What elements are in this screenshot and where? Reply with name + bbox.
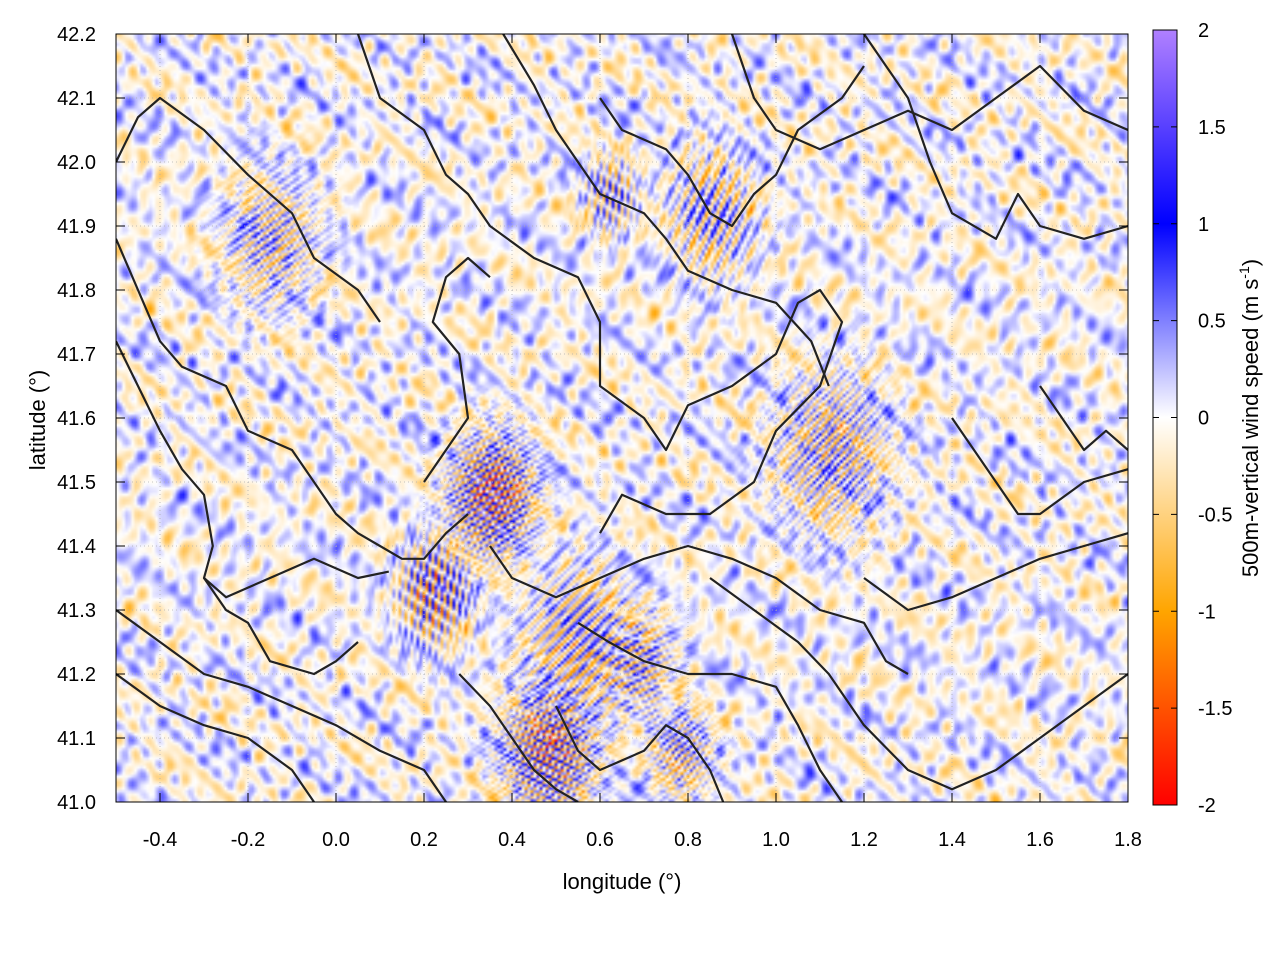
colorbar-tick-label: -1 — [1198, 601, 1216, 623]
colorbar-tick-label: 1.5 — [1198, 117, 1226, 139]
colorbar-ticks: 2 1.5 1 0.5 0 -0.5 -1 -1.5 -2 — [1153, 20, 1232, 817]
contour-line — [458, 673, 579, 802]
y-tick-label: 41.8 — [57, 280, 96, 302]
x-tick-label: 1.4 — [938, 829, 966, 851]
y-tick-label: 41.7 — [57, 344, 96, 366]
contour-line — [116, 609, 447, 802]
x-tick-label: 0.0 — [322, 829, 350, 851]
contour-line — [423, 256, 491, 483]
contour-line — [863, 532, 1128, 612]
terrain-contours — [116, 34, 1128, 802]
plot-area: -0.4 -0.2 0.0 0.2 0.4 0.6 0.8 1.0 1.2 1.4 1.6 1.8 4… — [57, 24, 1142, 851]
colorbar: 2 1.5 1 0.5 0 -0.5 -1 -1.5 -2 500m-vertical wind… — [1152, 20, 1263, 817]
y-tick-label: 41.3 — [57, 600, 96, 622]
y-tick-label: 41.9 — [57, 216, 96, 238]
contour-line — [502, 34, 830, 387]
colorbar-tick-label: -1.5 — [1198, 698, 1232, 720]
contour-line — [489, 544, 909, 675]
contour-line — [356, 34, 844, 534]
contour-line — [577, 621, 843, 802]
y-tick-label: 42.2 — [57, 24, 96, 46]
x-axis-ticks: -0.4 -0.2 0.0 0.2 0.4 0.6 0.8 1.0 1.2 1.4 1.6 1.8 — [143, 34, 1142, 851]
y-axis-title: latitude (°) — [25, 370, 50, 471]
y-tick-label: 41.2 — [57, 664, 96, 686]
x-axis-title: longitude (°) — [563, 869, 682, 894]
colorbar-title-close: ) — [1238, 259, 1263, 266]
y-tick-label: 42.1 — [57, 88, 96, 110]
y-tick-label: 41.6 — [57, 408, 96, 430]
x-tick-label: 0.6 — [586, 829, 614, 851]
contour-line — [203, 577, 359, 676]
colorbar-tick-label: 2 — [1198, 20, 1209, 42]
colorbar-tick-label: 0.5 — [1198, 311, 1226, 333]
y-tick-label: 42.0 — [57, 152, 96, 174]
colorbar-title-sup: -1 — [1236, 266, 1252, 279]
contour-line — [599, 65, 865, 228]
x-tick-label: 1.2 — [850, 829, 878, 851]
y-tick-label: 41.5 — [57, 472, 96, 494]
y-axis-ticks: 41.0 41.1 41.2 41.3 41.4 41.5 41.6 41.7 41.8 41.9… — [57, 24, 1128, 814]
contour-line — [116, 340, 390, 599]
y-tick-label: 41.1 — [57, 728, 96, 750]
x-tick-label: 0.2 — [410, 829, 438, 851]
colorbar-tick-label: 0 — [1198, 408, 1209, 430]
x-tick-label: -0.4 — [143, 829, 177, 851]
x-tick-label: -0.2 — [231, 829, 265, 851]
contour-line — [863, 34, 1128, 240]
y-tick-label: 41.0 — [57, 792, 96, 814]
contour-line — [116, 238, 469, 560]
contour-line — [1039, 385, 1128, 452]
contour-line — [709, 577, 1128, 791]
contour-line — [951, 417, 1128, 516]
contour-line — [116, 673, 315, 802]
contour-line — [555, 705, 725, 802]
contour-line — [116, 96, 381, 323]
colorbar-tick-label: 1 — [1198, 214, 1209, 236]
colorbar-title-main: 500m-vertical wind speed (m s — [1238, 279, 1263, 577]
y-tick-label: 41.4 — [57, 536, 96, 558]
x-tick-label: 0.4 — [498, 829, 526, 851]
x-tick-label: 1.0 — [762, 829, 790, 851]
colorbar-title: 500m-vertical wind speed (m s-1) — [1236, 259, 1263, 577]
x-tick-label: 1.6 — [1026, 829, 1054, 851]
x-tick-label: 0.8 — [674, 829, 702, 851]
colorbar-tick-label: -0.5 — [1198, 504, 1232, 526]
x-tick-label: 1.8 — [1114, 829, 1142, 851]
colorbar-tick-label: -2 — [1198, 795, 1216, 817]
contour-line — [730, 34, 1128, 151]
